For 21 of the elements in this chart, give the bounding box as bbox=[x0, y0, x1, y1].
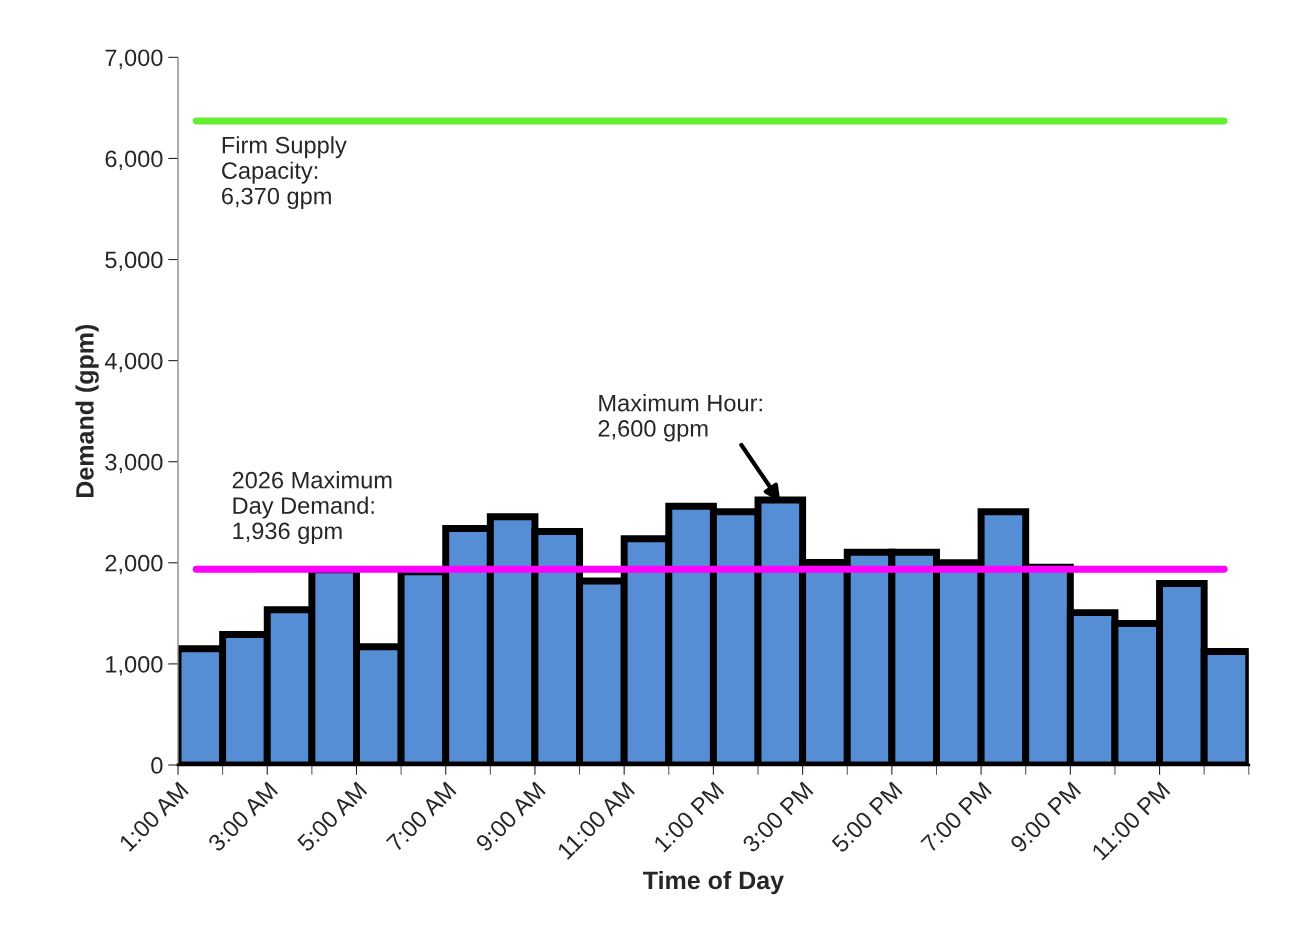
y-tick-label: 7,000 bbox=[105, 49, 163, 69]
x-tick-label: 9:00 AM bbox=[474, 781, 546, 853]
y-tick-label: 2,000 bbox=[105, 554, 163, 575]
x-tick-label: 3:00 PM bbox=[741, 781, 814, 854]
y-tick-label: 6,000 bbox=[105, 150, 163, 171]
x-axis-title: Time of Day bbox=[643, 870, 784, 895]
x-tick-label: 7:00 PM bbox=[920, 781, 992, 854]
x-tick-label: 5:00 PM bbox=[830, 781, 903, 854]
y-tick-label: 0 bbox=[151, 757, 163, 774]
y-tick-label: 5,000 bbox=[105, 251, 163, 272]
x-tick-label: 3:00 AM bbox=[207, 781, 279, 853]
y-tick-label: 4,000 bbox=[104, 352, 163, 373]
ref-line-label: 2026 Maximum Day Demand: 1,936 gpm bbox=[232, 471, 392, 544]
annotation: Maximum Hour: 2,600 gpm bbox=[598, 394, 762, 442]
x-tick-label: 7:00 AM bbox=[385, 781, 457, 853]
x-tick-label: 5:00 AM bbox=[296, 781, 368, 853]
x-tick-label: 9:00 PM bbox=[1009, 781, 1082, 854]
y-tick-label: 1,000 bbox=[106, 655, 163, 676]
y-tick-label: 3,000 bbox=[105, 453, 163, 474]
y-axis-title: Demand (gpm) bbox=[75, 324, 99, 497]
ref-line-label: Firm Supply Capacity: 6,370 gpm bbox=[222, 136, 347, 210]
